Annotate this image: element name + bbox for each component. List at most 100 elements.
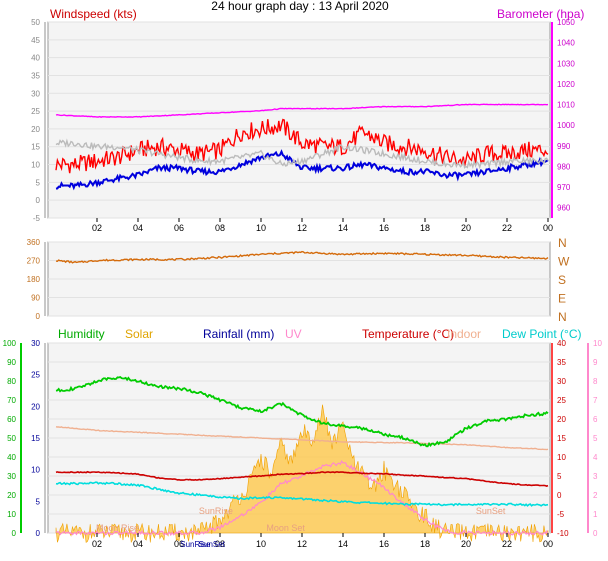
env-x-tick-label: 22 xyxy=(502,539,512,549)
wind-left-tick-label: 10 xyxy=(31,161,40,170)
direction-compass-label: E xyxy=(558,292,566,306)
baro-right-tick-label: 1040 xyxy=(557,39,575,48)
legend-humidity: Humidity xyxy=(58,327,105,341)
wind-x-tick-label: 00 xyxy=(543,223,553,233)
direction-left-tick-label: 0 xyxy=(36,312,41,321)
series-humidity xyxy=(55,375,549,448)
uv-tick-label: 7 xyxy=(593,396,598,405)
wind-plot-area xyxy=(47,21,551,219)
annotation-label: SunRise xyxy=(199,506,233,516)
rain-tick-label: 30 xyxy=(31,339,40,348)
env-x-tick-label: 04 xyxy=(133,539,143,549)
sun-axis-label: SunSet xyxy=(199,540,226,549)
wind-x-tick-label: 20 xyxy=(461,223,471,233)
annotation-label: Moon Set xyxy=(266,523,305,533)
environment-legend: Humidity Solar Rainfall (mm) UV Temperat… xyxy=(58,327,581,341)
temp-tick-label: 30 xyxy=(557,377,566,386)
direction-left-tick-label: 90 xyxy=(31,294,40,303)
uv-tick-label: 8 xyxy=(593,377,598,386)
direction-left-tick-label: 360 xyxy=(27,238,41,247)
wind-left-tick-label: 25 xyxy=(31,107,40,116)
uv-tick-label: 6 xyxy=(593,415,598,424)
wind-x-tick-label: 18 xyxy=(420,223,430,233)
annotation-label: SunSet xyxy=(476,506,506,516)
baro-right-tick-label: 960 xyxy=(557,204,571,213)
baro-axis-label: Barometer (hpa) xyxy=(497,7,584,21)
sun-axis-label: SunRise xyxy=(180,540,211,549)
wind-x-tick-label: 16 xyxy=(379,223,389,233)
direction-compass-label: S xyxy=(558,273,566,287)
wind-x-tick-label: 10 xyxy=(256,223,266,233)
env-x-tick-label: 10 xyxy=(256,539,266,549)
wind-axis-label: Windspeed (kts) xyxy=(50,7,137,21)
temp-tick-label: -5 xyxy=(557,510,565,519)
humidity-tick-label: 30 xyxy=(7,472,16,481)
humidity-tick-label: 70 xyxy=(7,396,16,405)
temp-tick-label: 10 xyxy=(557,453,566,462)
wind-left-tick-label: 15 xyxy=(31,143,40,152)
rain-tick-label: 15 xyxy=(31,434,40,443)
humidity-tick-label: 0 xyxy=(12,529,17,538)
uv-tick-label: 5 xyxy=(593,434,598,443)
wind-left-tick-label: 20 xyxy=(31,125,40,134)
env-x-tick-label: 08 xyxy=(215,539,225,549)
uv-tick-label: 0 xyxy=(593,529,598,538)
legend-indoor: Indoor xyxy=(447,327,481,341)
uv-tick-label: 4 xyxy=(593,453,598,462)
wind-series-avg xyxy=(55,149,549,191)
humidity-tick-label: 90 xyxy=(7,358,16,367)
humidity-tick-label: 80 xyxy=(7,377,16,386)
uv-tick-label: 9 xyxy=(593,358,598,367)
wind-x-tick-label: 08 xyxy=(215,223,225,233)
env-x-tick-label: 20 xyxy=(461,539,471,549)
baro-right-tick-label: 980 xyxy=(557,162,571,171)
wind-series-grey xyxy=(55,138,549,170)
direction-series xyxy=(55,250,549,264)
temp-tick-label: 35 xyxy=(557,358,566,367)
annotation-label: Moon Rise xyxy=(96,523,139,533)
temp-tick-label: 0 xyxy=(557,491,562,500)
uv-tick-label: 1 xyxy=(593,510,598,519)
uv-tick-label: 2 xyxy=(593,491,598,500)
baro-right-tick-label: 1030 xyxy=(557,59,575,68)
baro-right-tick-label: 1020 xyxy=(557,80,575,89)
wind-x-tick-label: 06 xyxy=(174,223,184,233)
series-dewpoint xyxy=(55,481,549,507)
wind-left-tick-label: 5 xyxy=(36,178,41,187)
baro-right-tick-label: 1000 xyxy=(557,121,575,130)
rain-tick-label: 20 xyxy=(31,402,40,411)
temp-tick-label: 5 xyxy=(557,472,562,481)
baro-right-tick-label: 990 xyxy=(557,142,571,151)
legend-temperature: Temperature (°C) xyxy=(362,327,454,341)
direction-compass-label: N xyxy=(558,236,567,250)
wind-x-tick-label: 02 xyxy=(92,223,102,233)
direction-compass-label: W xyxy=(558,255,570,269)
wind-left-tick-label: 35 xyxy=(31,71,40,80)
baro-right-tick-label: 1010 xyxy=(557,101,575,110)
temp-tick-label: 25 xyxy=(557,396,566,405)
chart-title: 24 hour graph day : 13 April 2020 xyxy=(211,0,389,13)
humidity-tick-label: 20 xyxy=(7,491,16,500)
wind-left-tick-label: 40 xyxy=(31,54,40,63)
wind-x-tick-label: 12 xyxy=(297,223,307,233)
humidity-tick-label: 100 xyxy=(3,339,17,348)
env-x-tick-label: 16 xyxy=(379,539,389,549)
env-x-tick-label: 18 xyxy=(420,539,430,549)
env-x-tick-label: 02 xyxy=(92,539,102,549)
legend-dewpoint: Dew Point (°C) xyxy=(502,327,581,341)
humidity-tick-label: 10 xyxy=(7,510,16,519)
wind-left-tick-label: -5 xyxy=(33,214,41,223)
env-x-tick-label: 06 xyxy=(174,539,184,549)
temp-tick-label: 20 xyxy=(557,415,566,424)
wind-x-tick-label: 22 xyxy=(502,223,512,233)
wind-left-tick-label: 50 xyxy=(31,18,40,27)
environment-panel: Humidity Solar Rainfall (mm) UV Temperat… xyxy=(3,327,603,549)
rain-tick-label: 0 xyxy=(36,529,41,538)
humidity-tick-label: 40 xyxy=(7,453,16,462)
wind-left-tick-label: 30 xyxy=(31,89,40,98)
direction-left-tick-label: 270 xyxy=(27,257,41,266)
uv-tick-label: 3 xyxy=(593,472,598,481)
humidity-tick-label: 50 xyxy=(7,434,16,443)
baro-right-tick-label: 1050 xyxy=(557,18,575,27)
legend-rainfall: Rainfall (mm) xyxy=(203,327,274,341)
